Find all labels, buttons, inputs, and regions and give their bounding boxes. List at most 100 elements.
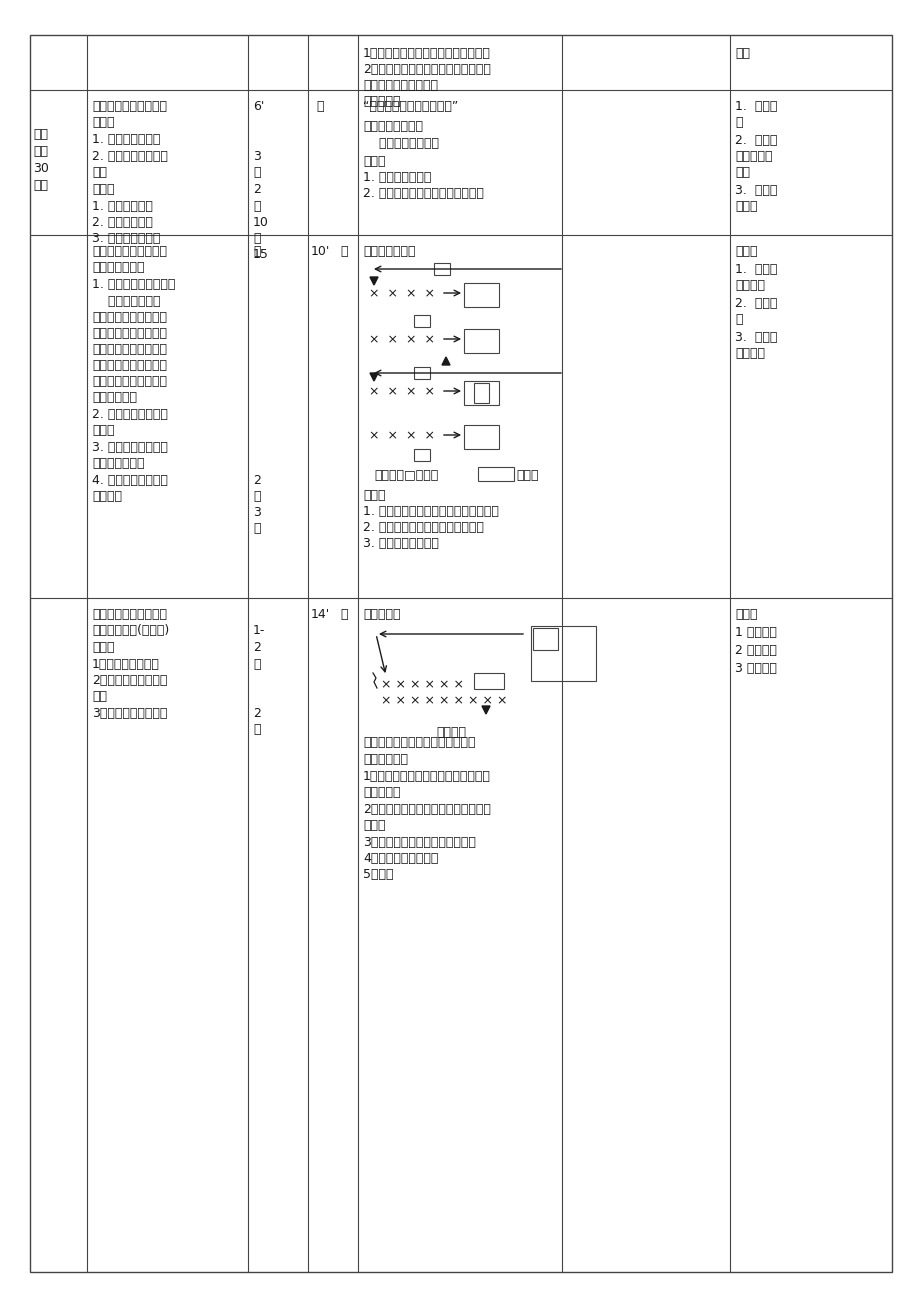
Text: 要点：: 要点： — [92, 184, 114, 197]
Text: 组: 组 — [253, 165, 260, 178]
Text: ×  ×  ×  ×: × × × × — [369, 428, 435, 441]
Text: 1、步点丈量准确；: 1、步点丈量准确； — [92, 658, 160, 671]
Text: 3 注意安全: 3 注意安全 — [734, 661, 776, 674]
Text: 海绵垫: 海绵垫 — [516, 469, 538, 482]
Text: 教法：: 教法： — [363, 490, 385, 503]
Text: 30: 30 — [33, 161, 49, 174]
Text: 中: 中 — [340, 608, 347, 621]
Text: 1 遵守纪律: 1 遵守纪律 — [734, 626, 776, 639]
Text: 2: 2 — [253, 707, 261, 720]
Text: 强调要点。: 强调要点。 — [363, 786, 400, 799]
Bar — [473, 673, 504, 689]
Text: 确、协调、: 确、协调、 — [734, 150, 772, 163]
Text: 术练习。: 术练习。 — [92, 490, 122, 503]
Bar — [414, 367, 429, 379]
Text: 2. 教师巡回指导，纠正错误动作。: 2. 教师巡回指导，纠正错误动作。 — [363, 187, 483, 201]
Bar — [463, 283, 498, 307]
Text: 3、落地收腹、屈膝。: 3、落地收腹、屈膝。 — [92, 707, 167, 720]
Text: 1、教师示范、讲解练习方法和要求。: 1、教师示范、讲解练习方法和要求。 — [363, 47, 491, 60]
Text: 3.  注意预: 3. 注意预 — [734, 184, 777, 197]
Text: 6': 6' — [253, 100, 264, 113]
Text: 10': 10' — [311, 245, 330, 258]
Text: ×  ×  ×  ×: × × × × — [369, 333, 435, 346]
Text: ×  ×  ×  ×: × × × × — [369, 385, 435, 398]
Text: 1.  动作协: 1. 动作协 — [734, 263, 777, 276]
Text: 组织：分组练习: 组织：分组练习 — [363, 245, 415, 258]
Text: 3. 优秀学生成果展示: 3. 优秀学生成果展示 — [363, 536, 438, 549]
Text: 防损伤: 防损伤 — [734, 201, 756, 214]
Text: 10: 10 — [253, 216, 268, 229]
Text: 腾空步手臂姿势: 腾空步手臂姿势 — [92, 296, 160, 309]
Text: 尾。: 尾。 — [734, 47, 749, 60]
Text: 习: 习 — [734, 116, 742, 129]
Text: 学生分组进行练习: 学生分组进行练习 — [363, 137, 438, 150]
Text: 1. 教师口令指挥；: 1. 教师口令指挥； — [363, 171, 431, 184]
Text: “一放、二展、三收、四落”: “一放、二展、三收、四落” — [363, 100, 458, 113]
Text: 学生一个接一个进行跳沙池练习；: 学生一个接一个进行跳沙池练习； — [363, 736, 475, 749]
Text: 2: 2 — [253, 184, 261, 197]
Text: × × × × × × × × ×: × × × × × × × × × — [380, 694, 507, 707]
Text: 2. 连续三步助跑起跳: 2. 连续三步助跑起跳 — [92, 150, 167, 163]
Polygon shape — [369, 277, 378, 285]
Text: 规范、自然；起跳腿蹬: 规范、自然；起跳腿蹬 — [92, 311, 167, 324]
Polygon shape — [482, 706, 490, 713]
Text: 要求：: 要求： — [734, 245, 756, 258]
Text: 3、教师在旁指导，纠正错误动作: 3、教师在旁指导，纠正错误动作 — [363, 836, 475, 849]
Polygon shape — [441, 357, 449, 365]
Text: （图四）□小黑板: （图四）□小黑板 — [374, 469, 437, 482]
Text: 3.  动作标: 3. 动作标 — [734, 331, 777, 344]
Text: 中: 中 — [315, 100, 323, 113]
Text: 2.  注意安: 2. 注意安 — [734, 297, 777, 310]
Bar — [463, 424, 498, 449]
Text: × × × × × ×: × × × × × × — [380, 678, 463, 691]
Text: 米: 米 — [253, 245, 260, 258]
Text: 分钟: 分钟 — [33, 178, 48, 191]
Text: 1.  积极练: 1. 积极练 — [734, 100, 777, 113]
Text: 1-: 1- — [253, 624, 265, 637]
Text: 练习。: 练习。 — [363, 819, 385, 832]
Text: 时、挺胸展髋；落地前: 时、挺胸展髋；落地前 — [92, 359, 167, 372]
Text: 七、复习挺身式跳远起: 七、复习挺身式跳远起 — [92, 100, 167, 113]
Text: ×  ×  ×  ×: × × × × — [369, 286, 435, 299]
Text: 至: 至 — [253, 232, 260, 245]
Text: 八字口诀：: 八字口诀： — [363, 95, 400, 108]
Bar — [530, 626, 596, 681]
Text: 空、落地技术：: 空、落地技术： — [92, 260, 144, 273]
Text: 伸充分，摆动腿积极下: 伸充分，摆动腿积极下 — [92, 327, 167, 340]
Text: 令指导全班同学练习。: 令指导全班同学练习。 — [363, 79, 437, 92]
Text: 动作；: 动作； — [92, 424, 114, 437]
Text: 教法：: 教法： — [363, 155, 385, 168]
Bar — [463, 381, 498, 405]
Polygon shape — [369, 372, 378, 381]
Bar — [473, 383, 489, 404]
Text: （图五）: （图五） — [436, 727, 466, 740]
Text: 1. 原地腾空步练习: 1. 原地腾空步练习 — [92, 133, 160, 146]
Text: 准、协调: 准、协调 — [734, 348, 765, 359]
Text: 练习: 练习 — [92, 165, 107, 178]
Text: 屈膝、并脚；: 屈膝、并脚； — [92, 391, 137, 404]
Text: 1、教师示范和讲解学练方法和要求，: 1、教师示范和讲解学练方法和要求， — [363, 769, 491, 783]
Text: 身式跳远练习(下沙坑): 身式跳远练习(下沙坑) — [92, 624, 169, 637]
Text: 1. 讲解动作技术要领：: 1. 讲解动作技术要领： — [92, 279, 176, 292]
Text: 部分: 部分 — [33, 145, 48, 158]
Text: 要求：: 要求： — [734, 608, 756, 621]
Text: 组: 组 — [253, 658, 260, 671]
Text: 腿与落地练习；: 腿与落地练习； — [92, 457, 144, 470]
Text: 调、到位: 调、到位 — [734, 279, 765, 292]
Text: 3. 助跑腾空下放摆动: 3. 助跑腾空下放摆动 — [92, 441, 167, 454]
Text: 2、学生做六步、八步助跑挺身式跳远: 2、学生做六步、八步助跑挺身式跳远 — [363, 803, 491, 816]
Text: 2: 2 — [253, 641, 261, 654]
Text: 4、优秀学生成果演示: 4、优秀学生成果演示 — [363, 852, 437, 865]
Text: 双臂快速前摆，收腹、: 双臂快速前摆，收腹、 — [92, 375, 167, 388]
Text: 2. 原地模仿空中挺身: 2. 原地模仿空中挺身 — [92, 408, 167, 421]
Text: 组: 组 — [253, 490, 260, 503]
Text: 5、点评: 5、点评 — [363, 868, 393, 881]
Text: 要点：: 要点： — [92, 641, 114, 654]
Text: 九、丈量步点及半程挺: 九、丈量步点及半程挺 — [92, 608, 167, 621]
Bar — [463, 329, 498, 353]
Text: 1. 教师讲解示范挺身式跳远技术动作；: 1. 教师讲解示范挺身式跳远技术动作； — [363, 505, 498, 518]
Text: 3. 上下肢配合协调: 3. 上下肢配合协调 — [92, 232, 160, 245]
Text: 组: 组 — [253, 201, 260, 214]
Text: 4. 短距离助跑完整技: 4. 短距离助跑完整技 — [92, 474, 167, 487]
Text: 3: 3 — [253, 150, 261, 163]
